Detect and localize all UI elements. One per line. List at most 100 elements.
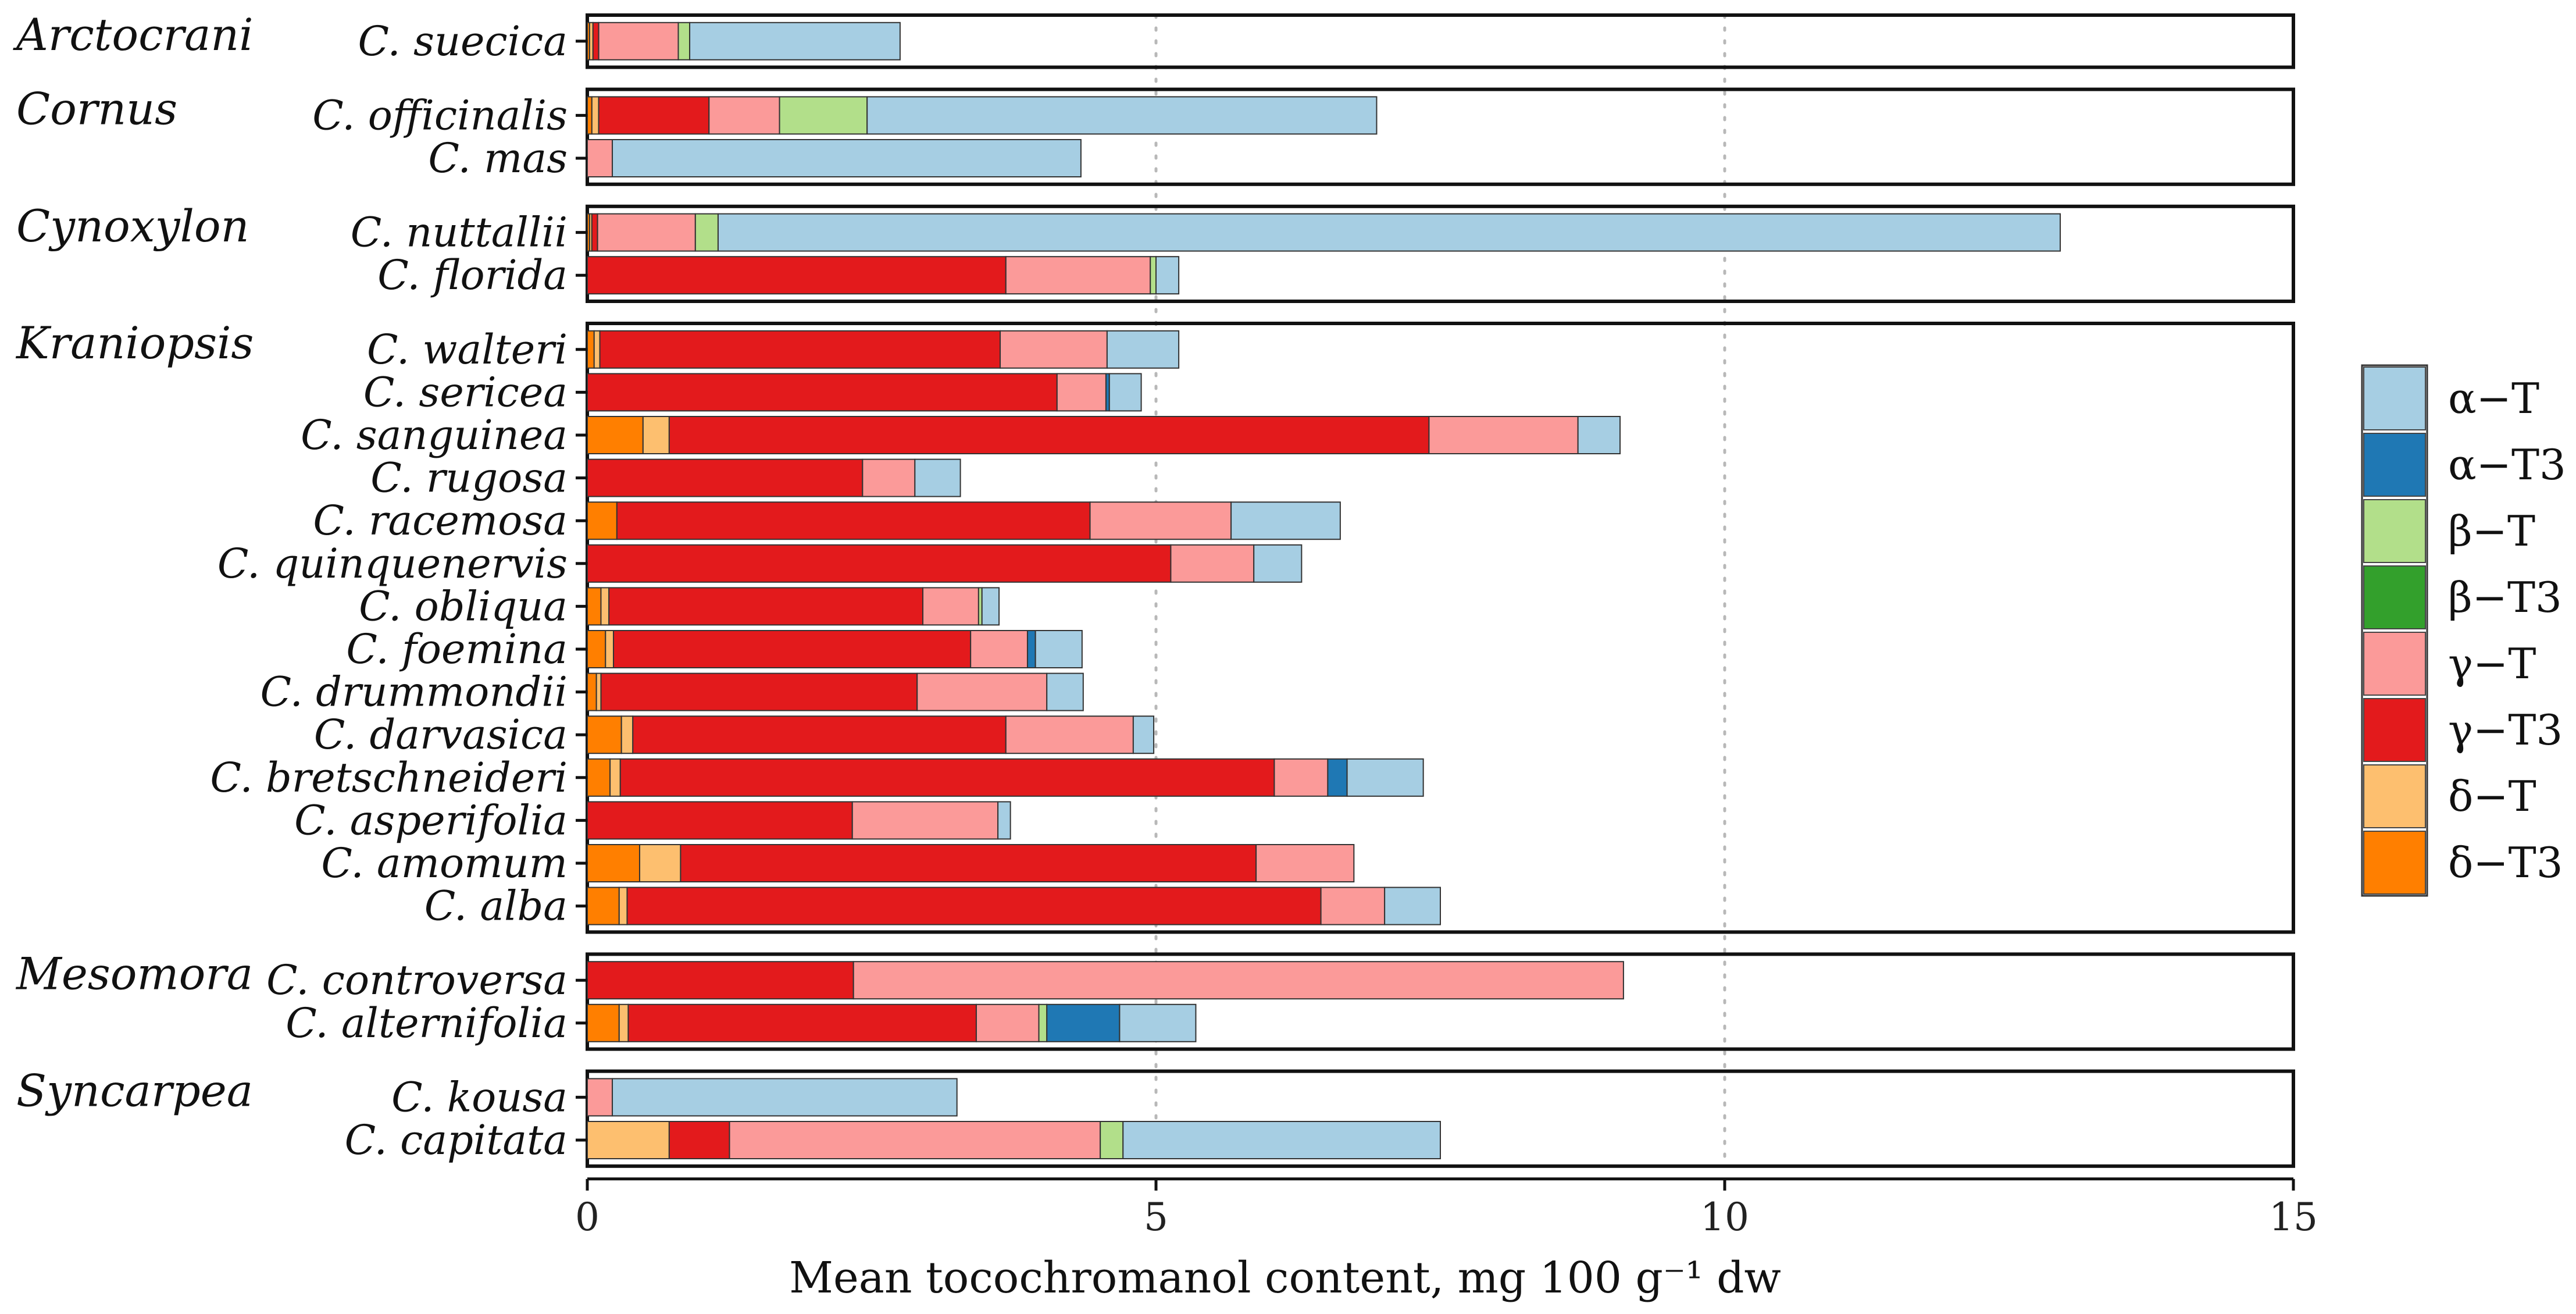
legend-key-t bbox=[2363, 499, 2426, 563]
bar-segment-c-foemina-t3 bbox=[1026, 630, 1036, 668]
bar-segment-c-darvasica-t bbox=[1005, 715, 1134, 754]
bar-segment-c-suecica-t bbox=[598, 22, 679, 60]
legend-key-t3 bbox=[2363, 831, 2426, 895]
bar-segment-c-sericea-t3 bbox=[587, 373, 1058, 412]
species-label-c-walteri: C. walteri bbox=[367, 326, 568, 373]
bar-segment-c-sericea-t bbox=[1108, 373, 1142, 412]
bar-segment-c-sanguinea-t bbox=[1577, 416, 1621, 454]
legend-label-t: δ−T bbox=[2448, 772, 2536, 821]
bar-segment-c-racemosa-t bbox=[1230, 501, 1341, 540]
legend: α−T α−T3 β−T β−T3 γ−T γ−T3 δ−T δ−T3 bbox=[2361, 364, 2566, 897]
bar-segment-c-capitata-t bbox=[1100, 1121, 1124, 1159]
bar-segment-c-rugosa-t bbox=[862, 458, 916, 497]
bar-segment-c-sanguinea-t bbox=[642, 416, 670, 454]
bar-segment-c-officinalis-t bbox=[779, 96, 868, 135]
bar-segment-c-darvasica-t3 bbox=[587, 715, 622, 754]
bar-segment-c-kousa-t bbox=[587, 1078, 613, 1117]
species-label-c-bretschneideri: C. bretschneideri bbox=[210, 754, 568, 802]
bar-segment-c-officinalis-t bbox=[591, 96, 600, 135]
bar-segment-c-bretschneideri-t3 bbox=[1327, 758, 1348, 797]
bar-segment-c-asperifolia-t bbox=[997, 801, 1011, 840]
bar-segment-c-suecica-t3 bbox=[592, 22, 600, 60]
legend-label-t3: α−T3 bbox=[2448, 440, 2566, 489]
group-label-kraniopsis: Kraniopsis bbox=[15, 317, 254, 369]
bar-segment-c-darvasica-t3 bbox=[632, 715, 1007, 754]
x-tick-label: 0 bbox=[575, 1195, 600, 1240]
legend-keys-frame bbox=[2361, 364, 2428, 897]
legend-label-t: γ−T bbox=[2448, 639, 2536, 688]
bar-segment-c-florida-t bbox=[1005, 256, 1151, 295]
bar-segment-c-alternifolia-t3 bbox=[1046, 1003, 1121, 1042]
bar-segment-c-foemina-t bbox=[1034, 630, 1083, 668]
species-label-c-darvasica: C. darvasica bbox=[314, 711, 568, 759]
bar-segment-c-walteri-t bbox=[1000, 330, 1108, 369]
group-label-syncarpea: Syncarpea bbox=[16, 1065, 253, 1117]
bar-segment-c-racemosa-t bbox=[1089, 501, 1232, 540]
species-label-c-suecica: C. suecica bbox=[358, 17, 568, 65]
bar-segment-c-capitata-t3 bbox=[668, 1121, 730, 1159]
bar-segment-c-bretschneideri-t bbox=[609, 758, 621, 797]
species-label-c-racemosa: C. racemosa bbox=[313, 497, 568, 544]
bar-segment-c-florida-t bbox=[1155, 256, 1180, 295]
species-label-c-officinalis: C. officinalis bbox=[312, 91, 568, 139]
bar-segment-c-asperifolia-t bbox=[851, 801, 999, 840]
bar-segment-c-drummondii-t3 bbox=[600, 672, 918, 711]
bar-segment-c-controversa-t bbox=[852, 961, 1624, 1000]
bar-segment-c-bretschneideri-t bbox=[1273, 758, 1329, 797]
bar-segment-c-nuttallii-t bbox=[694, 213, 719, 252]
bar-segment-c-officinalis-t3 bbox=[598, 96, 710, 135]
group-label-cynoxylon: Cynoxylon bbox=[16, 200, 249, 252]
bar-segment-c-walteri-t3 bbox=[587, 330, 595, 369]
x-axis-title: Mean tocochromanol content, mg 100 g⁻¹ d… bbox=[789, 1253, 1781, 1303]
species-label-c-sanguinea: C. sanguinea bbox=[301, 411, 568, 459]
labels: Arctocrani C. suecica Cornus C. officinalis… bbox=[13, 9, 587, 1164]
bar-segment-c-mas-t bbox=[587, 139, 613, 177]
bars bbox=[587, 22, 2061, 1159]
bar-segment-c-capitata-t bbox=[587, 1121, 670, 1159]
bar-segment-c-controversa-t3 bbox=[587, 961, 854, 1000]
legend-key-t bbox=[2363, 632, 2426, 696]
bar-segment-c-nuttallii-t3 bbox=[591, 213, 598, 252]
bar-segment-c-suecica-t bbox=[677, 22, 691, 60]
bar-segment-c-sanguinea-t3 bbox=[668, 416, 1430, 454]
bar-segment-c-kousa-t bbox=[612, 1078, 958, 1117]
species-label-c-nuttallii: C. nuttallii bbox=[351, 209, 568, 257]
legend-label-t3: γ−T3 bbox=[2448, 706, 2563, 754]
bar-segment-c-foemina-t bbox=[970, 630, 1028, 668]
x-axis: 0 5 10 15 bbox=[575, 1177, 2318, 1240]
bar-segment-c-alternifolia-t bbox=[1038, 1003, 1048, 1042]
species-label-c-sericea: C. sericea bbox=[363, 368, 568, 416]
x-tick-label: 5 bbox=[1144, 1195, 1168, 1240]
bar-segment-c-amomum-t bbox=[638, 844, 682, 882]
bar-segment-c-alternifolia-t3 bbox=[627, 1003, 977, 1042]
bar-segment-c-foemina-t3 bbox=[612, 630, 972, 668]
bar-segment-c-obliqua-t bbox=[600, 587, 610, 626]
x-tick-label: 15 bbox=[2269, 1195, 2318, 1240]
bar-segment-c-drummondii-t bbox=[595, 672, 602, 711]
species-label-c-quinquenervis: C. quinquenervis bbox=[217, 540, 568, 587]
bar-segment-c-amomum-t3 bbox=[587, 844, 640, 882]
panel-kraniopsis bbox=[586, 322, 2295, 934]
bar-segment-c-alba-t bbox=[618, 886, 628, 925]
bar-segment-c-drummondii-t bbox=[1046, 672, 1084, 711]
bar-segment-c-alternifolia-t bbox=[975, 1003, 1040, 1042]
species-label-c-florida: C. florida bbox=[377, 251, 568, 299]
bar-segment-c-sericea-t bbox=[1056, 373, 1107, 412]
group-label-cornus: Cornus bbox=[16, 83, 177, 135]
bar-segment-c-nuttallii-t bbox=[717, 213, 2061, 252]
bar-segment-c-officinalis-t3 bbox=[587, 96, 593, 135]
bar-segment-c-foemina-t3 bbox=[587, 630, 606, 668]
bar-segment-c-quinquenervis-t bbox=[1170, 544, 1255, 583]
bar-segment-c-florida-t bbox=[1150, 256, 1157, 295]
bar-segment-c-walteri-t bbox=[593, 330, 601, 369]
species-label-c-rugosa: C. rugosa bbox=[370, 454, 568, 502]
legend-label-t: β−T bbox=[2448, 507, 2535, 555]
bar-segment-c-sanguinea-t3 bbox=[587, 416, 644, 454]
bar-segment-c-alba-t3 bbox=[587, 886, 620, 925]
species-label-c-asperifolia: C. asperifolia bbox=[294, 796, 568, 844]
bar-segment-c-darvasica-t bbox=[620, 715, 634, 754]
legend-key-t3 bbox=[2363, 698, 2426, 762]
bar-segment-c-quinquenervis-t3 bbox=[587, 544, 1172, 583]
legend-label-t3: β−T3 bbox=[2448, 573, 2562, 622]
